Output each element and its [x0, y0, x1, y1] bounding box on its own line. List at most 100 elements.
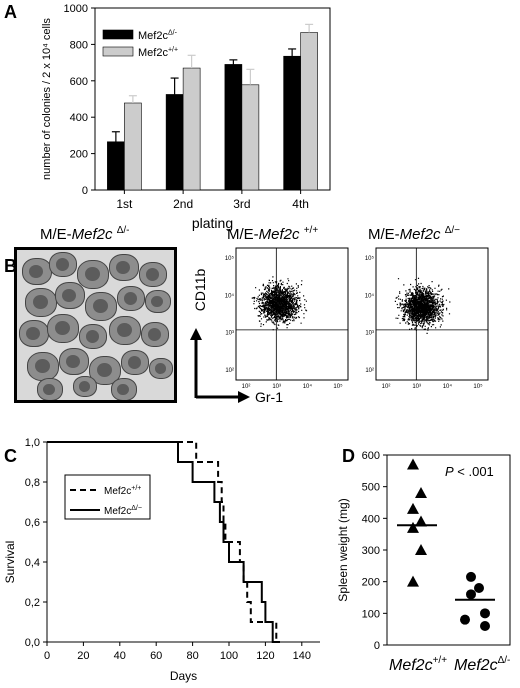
y-tick-label: 200: [362, 577, 380, 589]
flow-tick-x: 10⁵: [333, 383, 343, 390]
y-tick-label: 500: [362, 482, 380, 494]
p-value-rest: < .001: [454, 464, 494, 479]
flow-events: [394, 277, 451, 334]
flow-events: [251, 276, 308, 331]
legend-label-base: Mef2c: [104, 506, 131, 517]
x-tick-label: 1st: [116, 197, 133, 211]
y-tick-label: 0,8: [25, 477, 40, 489]
legend-label: Mef2c+/+: [138, 47, 178, 59]
data-point-circle: [466, 571, 476, 582]
cell-shape: [37, 378, 63, 400]
x-tick-label: 60: [150, 650, 162, 662]
colony-bar-chart: 0 200 400 600 800 1000 number of colonies / 2 …: [41, 3, 331, 231]
flow-tick-y: 10³: [225, 331, 234, 337]
data-point-circle: [460, 614, 470, 625]
y-tick-label: 600: [70, 76, 88, 88]
legend-label: Mef2cΔ/−: [104, 505, 142, 517]
bar-wt: [241, 84, 260, 191]
x-tick-label: 2nd: [173, 197, 193, 211]
micro-title: M/E-Mef2c Δ/-: [40, 225, 130, 243]
x-tick-label: 20: [77, 650, 89, 662]
flow-tick-y: 10⁵: [225, 255, 235, 262]
nucleus-shape: [117, 383, 130, 396]
micro-title-gene: Mef2c: [71, 226, 113, 243]
legend-label-sup: Δ/−: [131, 505, 142, 512]
y-tick-label: 0: [82, 185, 88, 197]
data-point-circle: [466, 589, 476, 600]
x-tick-label: 40: [114, 650, 126, 662]
x-marker-label: Gr-1: [255, 389, 283, 405]
y-tick-label: 1000: [64, 3, 88, 15]
legend-box: [64, 474, 151, 520]
y-tick-label: 800: [70, 39, 88, 51]
p-value-annotation: P < .001: [445, 464, 494, 479]
x-tick-label: 140: [293, 650, 311, 662]
nucleus-shape: [54, 321, 70, 336]
data-point-circle: [480, 608, 490, 619]
nucleus-shape: [26, 326, 41, 341]
nucleus-shape: [96, 363, 112, 378]
x-tick-label: 100: [220, 650, 238, 662]
x-tick-label: 80: [186, 650, 198, 662]
nucleus-shape: [151, 295, 164, 308]
category-label: Mef2c+/+: [389, 655, 447, 674]
legend-label-base: Mef2c: [138, 47, 168, 59]
data-point-triangle: [415, 515, 427, 527]
flow2-title: M/E-Mef2c Δ/−: [368, 225, 460, 243]
cell-shape: [73, 376, 97, 397]
legend-label: Mef2c+/+: [104, 485, 141, 497]
nucleus-shape: [29, 264, 44, 279]
flow2-title-gene: Mef2c: [399, 226, 441, 243]
spleen-weight-chart: 0 100 200 300 400 500 600 Spleen weight (mg) P <…: [336, 450, 511, 674]
p-value-letter: P: [445, 464, 454, 479]
bar-wt: [124, 102, 142, 191]
y-tick-label: 0,4: [25, 557, 40, 569]
category-label-sup: Δ/-: [498, 655, 511, 666]
nucleus-shape: [147, 328, 161, 341]
cell-shape: [59, 348, 89, 375]
legend-label-sup: Δ/-: [168, 30, 178, 37]
panel-letter-c: C: [4, 446, 17, 466]
cell-shape: [85, 292, 117, 321]
y-tick-label: 0,0: [25, 637, 40, 649]
category-label-base: Mef2c: [389, 657, 433, 674]
flow2-title-sup: Δ/−: [444, 225, 461, 236]
cell-shape: [109, 316, 141, 345]
legend-label-sup: +/+: [168, 47, 178, 54]
cell-shape: [139, 262, 167, 287]
category-label-base: Mef2c: [454, 657, 498, 674]
flow1-title-sup: +/+: [303, 225, 319, 236]
y-marker-label: CD11b: [192, 269, 208, 312]
y-tick-label: 0,6: [25, 517, 40, 529]
cell-shape: [79, 324, 107, 349]
nucleus-shape: [32, 295, 48, 310]
legend-label-base: Mef2c: [104, 486, 131, 497]
nucleus-shape: [92, 299, 108, 314]
flow-tick-y: 10⁵: [365, 255, 375, 262]
x-arrow-head: [238, 391, 250, 403]
flow-tick-x: 10²: [242, 384, 251, 390]
nucleus-shape: [123, 292, 137, 305]
nucleus-shape: [34, 359, 50, 374]
y-tick-label: 200: [70, 149, 88, 161]
nucleus-shape: [116, 323, 132, 338]
y-tick-label: 400: [70, 112, 88, 124]
bar-wt: [300, 32, 318, 191]
flow-tick-x: 10⁵: [473, 383, 483, 390]
survival-line-dashed: [47, 441, 280, 643]
flow-tick-y: 10³: [365, 331, 374, 337]
legend-label-base: Mef2c: [138, 30, 168, 42]
category-label-sup: +/+: [433, 655, 448, 666]
legend-label: Mef2cΔ/-: [138, 30, 178, 42]
data-point-circle: [480, 621, 490, 631]
cell-shape: [121, 350, 149, 375]
data-point-triangle: [407, 575, 419, 587]
y-axis-label: number of colonies / 2 x 10⁴ cells: [41, 18, 53, 180]
legend-label-sup: +/+: [131, 485, 141, 492]
nucleus-shape: [85, 330, 99, 343]
nucleus-shape: [127, 356, 141, 369]
x-tick-label: 120: [256, 650, 274, 662]
survival-chart: 0 20 40 60 80 100 120 140 0,0 0,2 0,4 0,6 0,8 1,0 Surv…: [3, 437, 320, 683]
data-point-triangle: [407, 458, 419, 470]
panel-letter-a: A: [4, 2, 17, 22]
